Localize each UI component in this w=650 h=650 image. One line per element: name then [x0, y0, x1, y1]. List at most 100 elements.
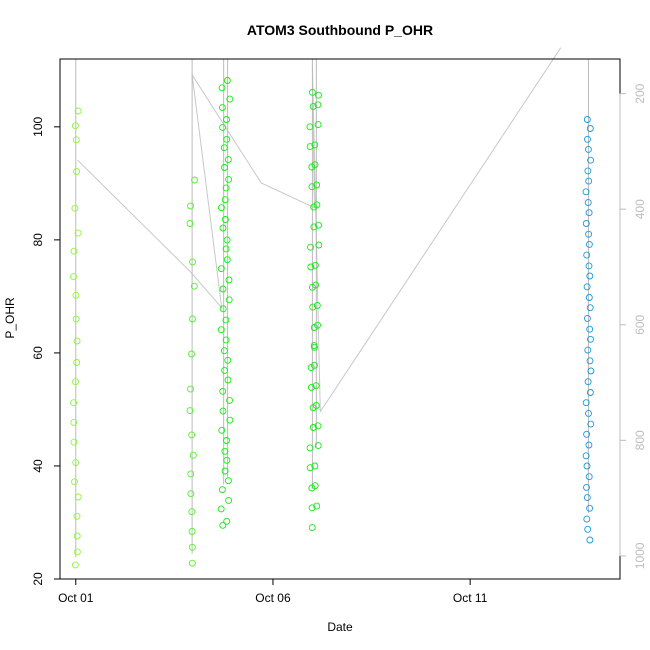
- data-point: [311, 141, 319, 149]
- data-point: [72, 315, 80, 323]
- data-point: [223, 256, 231, 264]
- data-point: [311, 482, 319, 490]
- data-point: [221, 467, 229, 475]
- data-point: [314, 321, 321, 329]
- chart-title: ATOM3 Southbound P_OHR: [247, 22, 433, 38]
- data-point: [584, 378, 592, 386]
- data-point: [70, 418, 78, 426]
- data-point: [186, 220, 194, 227]
- data-point: [70, 247, 78, 255]
- data-point: [189, 258, 197, 266]
- right-tick-label: 200: [633, 83, 647, 103]
- data-point: [310, 361, 318, 369]
- data-point: [225, 296, 233, 304]
- data-point: [188, 543, 196, 551]
- data-point: [219, 387, 227, 395]
- data-point: [73, 359, 81, 366]
- data-point: [583, 116, 591, 123]
- data-point: [223, 517, 231, 525]
- data-point: [71, 204, 79, 212]
- data-point: [586, 357, 594, 365]
- trace-layer: [77, 47, 562, 414]
- data-point: [312, 402, 320, 409]
- data-point: [307, 383, 315, 391]
- data-point: [221, 447, 229, 455]
- data-point: [309, 424, 317, 431]
- y-tick-label: 20: [31, 572, 45, 586]
- data-point: [584, 145, 592, 153]
- data-point: [223, 437, 230, 444]
- data-point: [585, 473, 593, 481]
- data-point: [583, 462, 591, 470]
- right-tick-label: 800: [633, 430, 647, 450]
- data-point: [73, 548, 81, 556]
- x-tick-label: Oct 11: [453, 591, 488, 605]
- data-point: [584, 199, 592, 207]
- data-point: [584, 135, 591, 143]
- data-point: [586, 272, 594, 280]
- data-point: [73, 337, 81, 345]
- data-point: [582, 399, 590, 407]
- data-point: [586, 304, 594, 312]
- data-point: [583, 430, 591, 438]
- data-point: [71, 122, 79, 130]
- data-point: [72, 459, 80, 467]
- data-point: [74, 229, 82, 237]
- data-point: [313, 301, 321, 309]
- data-point: [222, 316, 230, 324]
- data-point: [219, 285, 227, 293]
- data-point: [586, 504, 594, 512]
- data-point: [221, 366, 229, 374]
- data-point: [224, 356, 232, 364]
- y-tick-label: 100: [31, 116, 45, 136]
- data-point: [307, 263, 315, 271]
- data-point: [309, 103, 317, 110]
- y-tick-label: 60: [31, 346, 45, 360]
- data-point: [582, 220, 590, 227]
- data-point: [306, 143, 314, 151]
- data-point: [582, 188, 590, 196]
- data-point: [217, 505, 225, 513]
- data-point: [307, 243, 314, 251]
- data-point: [586, 536, 594, 544]
- data-point: [587, 420, 595, 428]
- data-point: [587, 335, 594, 343]
- data-point: [311, 462, 319, 470]
- data-point: [189, 315, 196, 323]
- data-point: [314, 442, 322, 450]
- right-axis: 200 400 600 800 1000: [619, 83, 647, 569]
- data-point: [217, 204, 225, 212]
- data-point: [222, 245, 230, 253]
- x-axis: Oct 01 Oct 06 Oct 11: [58, 579, 488, 605]
- data-point: [224, 376, 232, 384]
- data-point: [584, 167, 592, 175]
- data-point: [218, 84, 226, 92]
- data-point: [585, 294, 593, 301]
- data-point: [313, 201, 321, 209]
- data-point: [189, 451, 197, 459]
- data-point: [225, 496, 233, 504]
- data-point: [221, 216, 229, 223]
- right-tick-label: 600: [633, 314, 647, 334]
- data-point: [306, 444, 314, 452]
- data-point: [218, 104, 226, 112]
- data-point: [190, 282, 198, 290]
- data-point: [73, 168, 81, 175]
- data-point: [585, 441, 593, 449]
- data-point: [219, 521, 227, 529]
- data-point: [223, 236, 231, 244]
- data-point: [70, 273, 77, 281]
- y-axis: 20 40 60 80 100: [31, 116, 61, 586]
- data-point: [221, 164, 228, 171]
- data-point: [70, 438, 78, 446]
- data-point: [188, 528, 196, 535]
- data-point: [223, 116, 230, 123]
- data-point: [72, 291, 80, 299]
- data-point: [585, 230, 593, 238]
- profile-lines-layer: [75, 59, 589, 558]
- data-point: [222, 336, 230, 344]
- data-point: [313, 502, 321, 510]
- data-point: [585, 240, 593, 248]
- data-point: [306, 123, 314, 131]
